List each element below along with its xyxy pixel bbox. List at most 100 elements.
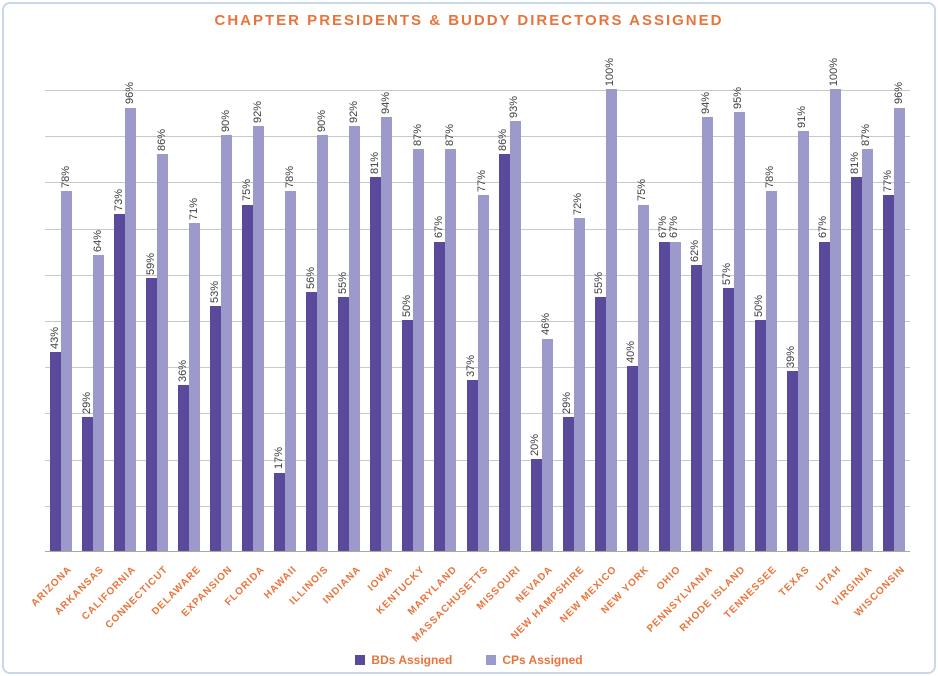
data-label-bar-cps: 94%: [700, 91, 713, 114]
bar-cps: [894, 107, 905, 551]
data-label-bar-bds: 53%: [208, 281, 221, 304]
bds-series-swatch-icon: [355, 655, 366, 665]
data-label-bar-cps: 78%: [59, 165, 72, 188]
data-label-bar-cps: 78%: [764, 165, 777, 188]
data-label-bar-cps: 93%: [508, 96, 520, 119]
x-axis-label: IOWA: [365, 564, 396, 594]
data-label-bar-cps: 100%: [828, 57, 841, 86]
data-label-bar-bds: 17%: [272, 447, 285, 470]
bar-bds: [786, 370, 798, 551]
data-label-bar-cps: 92%: [347, 100, 360, 123]
legend-label-cps: CPs Assigned: [502, 653, 583, 667]
data-label-bar-cps: 87%: [860, 124, 873, 147]
bar-bds: [114, 213, 126, 551]
data-label-bar-bds: 55%: [593, 271, 606, 294]
x-axis-label: OHIO: [654, 564, 684, 593]
data-label-bar-cps: 86%: [155, 128, 168, 151]
bar-cps: [221, 135, 233, 551]
bar-bds: [210, 306, 222, 551]
bar-bds: [818, 241, 830, 551]
data-label-bar-bds: 55%: [336, 271, 349, 294]
data-label-bar-bds: 20%: [529, 433, 542, 456]
data-label-bar-cps: 91%: [796, 105, 809, 128]
bar-cps: [605, 89, 617, 551]
x-axis-label: NEW MEXICO: [558, 564, 620, 626]
bar-cps: [413, 149, 425, 551]
data-label-bar-bds: 29%: [561, 391, 574, 414]
bar-bds: [338, 296, 350, 551]
bar-bds: [306, 292, 318, 551]
bar-bds: [82, 417, 93, 551]
plot-area: 43% 78% 29% 64% 73% 96% 59% 86% 36% 71% 53% 90% 75% 9…: [45, 58, 910, 552]
bar-bds: [402, 320, 414, 551]
data-label-bar-cps: 87%: [443, 124, 456, 147]
data-label-bar-cps: 64%: [91, 230, 104, 253]
data-label-bar-cps: 94%: [379, 91, 392, 114]
gridline-90: [45, 136, 910, 138]
gridline-80: [45, 182, 910, 184]
bar-cps: [445, 149, 457, 551]
bar-bds: [562, 417, 574, 551]
data-label-bar-bds: 43%: [48, 327, 61, 350]
bar-bds: [530, 458, 542, 551]
data-label-bar-bds: 56%: [304, 267, 317, 290]
bar-cps: [765, 190, 777, 551]
bar-bds: [626, 366, 638, 551]
data-label-bar-bds: 81%: [368, 151, 381, 174]
bar-cps: [349, 126, 361, 551]
bar-bds: [50, 352, 61, 551]
bar-cps: [573, 218, 585, 551]
bar-cps: [861, 149, 873, 551]
bar-cps: [829, 89, 841, 551]
data-label-bar-cps: 67%: [668, 216, 681, 239]
bar-cps: [125, 107, 137, 551]
data-label-bar-bds: 50%: [400, 294, 413, 317]
bar-bds: [722, 287, 734, 551]
data-label-bar-cps: 96%: [892, 82, 905, 105]
data-label-bar-bds: 50%: [753, 294, 766, 317]
bar-cps: [317, 135, 329, 551]
bar-bds: [242, 204, 254, 551]
bar-bds: [274, 472, 286, 551]
data-label-bar-cps: 92%: [251, 100, 264, 123]
legend-item-bds: BDs Assigned: [355, 653, 452, 667]
bar-cps: [541, 338, 553, 551]
data-label-bar-cps: 46%: [540, 313, 553, 336]
bar-bds: [178, 384, 190, 551]
data-label-bar-bds: 62%: [689, 239, 702, 262]
data-label-bar-cps: 71%: [187, 197, 200, 220]
data-label-bar-cps: 87%: [411, 124, 424, 147]
chart-title: CHAPTER PRESIDENTS & BUDDY DIRECTORS ASS…: [214, 12, 724, 29]
bar-bds: [146, 278, 158, 551]
bar-cps: [509, 121, 521, 551]
x-axis-label: TEXAS: [776, 564, 812, 599]
data-label-bar-cps: 100%: [604, 57, 617, 86]
bar-cps: [669, 241, 681, 551]
legend-label-bds: BDs Assigned: [371, 653, 453, 667]
bar-bds: [883, 195, 894, 551]
bar-bds: [594, 296, 606, 551]
legend: BDs Assigned CPs Assigned: [0, 653, 938, 667]
gridline-100: [45, 90, 910, 91]
data-label-bar-cps: 72%: [572, 193, 585, 216]
x-axis-line: [45, 551, 910, 552]
bar-bds: [466, 380, 478, 551]
data-label-bar-bds: 67%: [432, 216, 445, 239]
data-label-bar-cps: 78%: [283, 165, 296, 188]
data-label-bar-bds: 40%: [625, 341, 638, 364]
data-label-bar-cps: 95%: [732, 87, 745, 110]
data-label-bar-cps: 90%: [315, 110, 328, 133]
legend-item-cps: CPs Assigned: [486, 653, 583, 667]
data-label-bar-cps: 90%: [219, 110, 232, 133]
data-label-bar-bds: 77%: [881, 170, 894, 193]
bar-cps: [797, 130, 809, 551]
cps-series-swatch-icon: [486, 655, 497, 665]
data-label-bar-bds: 81%: [849, 151, 862, 174]
data-label-bar-bds: 36%: [176, 359, 189, 382]
data-label-bar-bds: 59%: [144, 253, 157, 276]
bar-bds: [498, 153, 510, 551]
bar-cps: [637, 204, 649, 551]
data-label-bar-bds: 73%: [112, 188, 125, 211]
data-label-bar-cps: 96%: [123, 82, 136, 105]
